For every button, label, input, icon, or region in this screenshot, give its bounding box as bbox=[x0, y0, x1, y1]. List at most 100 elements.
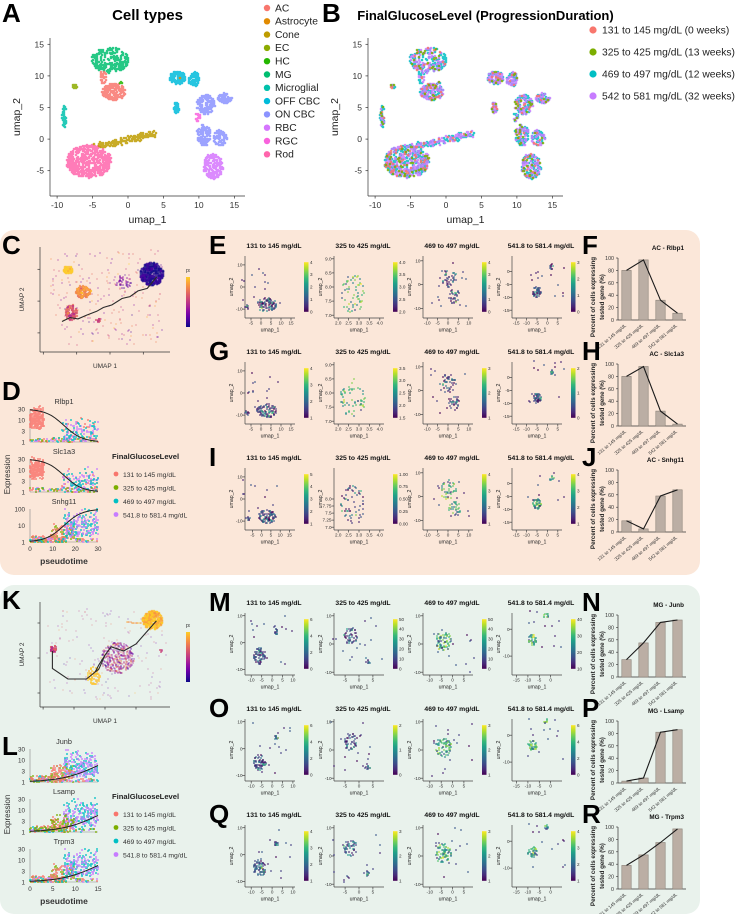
svg-text:-5: -5 bbox=[439, 784, 444, 789]
svg-text:0.00: 0.00 bbox=[399, 521, 408, 526]
svg-text:Junb: Junb bbox=[56, 737, 72, 746]
svg-text:469 to 497 mg/dL: 469 to 497 mg/dL bbox=[424, 706, 479, 713]
svg-text:325 to 425 mg/dL: 325 to 425 mg/dL bbox=[123, 826, 176, 833]
svg-text:325 to 425 mg/dL (13 weeks): 325 to 425 mg/dL (13 weeks) bbox=[602, 48, 735, 59]
svg-text:-15: -15 bbox=[513, 427, 520, 432]
svg-text:umap_2: umap_2 bbox=[496, 741, 502, 760]
svg-text:2: 2 bbox=[310, 509, 313, 514]
svg-text:umap_1: umap_1 bbox=[439, 685, 458, 691]
svg-text:15: 15 bbox=[288, 427, 294, 432]
svg-text:pseudotime: pseudotime bbox=[186, 623, 190, 629]
svg-text:1: 1 bbox=[488, 297, 491, 302]
svg-text:10: 10 bbox=[512, 200, 522, 210]
svg-text:10: 10 bbox=[415, 470, 421, 475]
svg-text:umap_2: umap_2 bbox=[229, 278, 235, 297]
svg-text:1: 1 bbox=[21, 830, 25, 837]
svg-text:131 to 145 mg/dL: 131 to 145 mg/dL bbox=[246, 455, 301, 462]
svg-text:10: 10 bbox=[237, 719, 243, 724]
svg-text:-10: -10 bbox=[503, 507, 510, 512]
svg-text:0: 0 bbox=[271, 890, 274, 895]
svg-text:3: 3 bbox=[21, 479, 25, 486]
svg-text:1: 1 bbox=[310, 521, 313, 526]
svg-text:325 to 425 mg/dL: 325 to 425 mg/dL bbox=[335, 600, 390, 607]
svg-text:469 to 497 mg/dL: 469 to 497 mg/dL bbox=[123, 839, 176, 846]
svg-text:-5: -5 bbox=[343, 890, 348, 895]
svg-text:-10: -10 bbox=[426, 890, 433, 895]
svg-text:pseudotime: pseudotime bbox=[186, 268, 190, 274]
svg-text:umap_1: umap_1 bbox=[350, 434, 369, 440]
svg-text:-10: -10 bbox=[503, 295, 510, 300]
svg-text:-5: -5 bbox=[436, 427, 441, 432]
svg-text:3.5: 3.5 bbox=[399, 272, 406, 277]
svg-text:EC: EC bbox=[275, 43, 290, 54]
svg-text:Slc1a3: Slc1a3 bbox=[53, 447, 75, 456]
svg-text:3: 3 bbox=[310, 382, 313, 387]
svg-text:-10: -10 bbox=[424, 427, 431, 432]
svg-text:10: 10 bbox=[326, 825, 332, 830]
svg-text:131 to 145 mg/dL: 131 to 145 mg/dL bbox=[123, 472, 176, 479]
svg-text:0: 0 bbox=[507, 839, 510, 844]
svg-text:5: 5 bbox=[457, 321, 460, 326]
svg-text:-10: -10 bbox=[369, 200, 382, 210]
svg-text:0: 0 bbox=[126, 200, 131, 210]
svg-text:-5: -5 bbox=[439, 890, 444, 895]
svg-text:3: 3 bbox=[488, 488, 491, 493]
svg-text:umap_1: umap_1 bbox=[439, 434, 458, 440]
svg-text:umap_2: umap_2 bbox=[229, 384, 235, 403]
svg-text:2: 2 bbox=[488, 854, 491, 859]
svg-text:0: 0 bbox=[329, 748, 332, 753]
svg-text:469 to 497 mg/dL (12 weeks): 469 to 497 mg/dL (12 weeks) bbox=[602, 70, 735, 81]
svg-text:30: 30 bbox=[18, 797, 26, 804]
svg-text:umap_1: umap_1 bbox=[350, 328, 369, 334]
svg-text:umap_1: umap_1 bbox=[528, 328, 547, 334]
svg-text:0: 0 bbox=[611, 675, 614, 681]
svg-text:469 to 497 mg/dL: 469 to 497 mg/dL bbox=[424, 349, 479, 356]
svg-text:-5: -5 bbox=[537, 678, 542, 683]
svg-text:Percent of cells expressing: Percent of cells expressing bbox=[590, 826, 597, 906]
svg-text:3.0: 3.0 bbox=[356, 321, 363, 326]
svg-text:3.5: 3.5 bbox=[366, 427, 373, 432]
svg-text:umap_2: umap_2 bbox=[407, 384, 413, 403]
svg-text:FinalGlucoseLevel (Progression: FinalGlucoseLevel (ProgressionDuration) bbox=[357, 8, 613, 23]
svg-text:131 to 145 mg/dL: 131 to 145 mg/dL bbox=[246, 706, 301, 713]
svg-text:7.5: 7.5 bbox=[325, 405, 332, 410]
svg-text:131 to 145 mg/dL: 131 to 145 mg/dL bbox=[597, 535, 628, 562]
svg-text:2: 2 bbox=[310, 285, 313, 290]
svg-text:Percent of cells expressing: Percent of cells expressing bbox=[590, 469, 597, 549]
svg-text:100: 100 bbox=[605, 468, 614, 474]
svg-text:30: 30 bbox=[18, 407, 26, 414]
svg-text:0: 0 bbox=[507, 733, 510, 738]
svg-text:10: 10 bbox=[35, 71, 45, 81]
svg-text:20: 20 bbox=[608, 306, 614, 312]
svg-text:-5: -5 bbox=[535, 427, 540, 432]
svg-text:pseudotime: pseudotime bbox=[40, 556, 88, 566]
svg-text:RBC: RBC bbox=[275, 123, 297, 134]
svg-text:2: 2 bbox=[399, 723, 402, 728]
svg-text:umap_2: umap_2 bbox=[496, 490, 502, 509]
svg-text:-10: -10 bbox=[523, 321, 530, 326]
svg-text:1: 1 bbox=[488, 415, 491, 420]
svg-text:0: 0 bbox=[549, 678, 552, 683]
svg-text:469 to 497 mg/dL: 469 to 497 mg/dL bbox=[424, 812, 479, 819]
svg-text:325 to 425 mg/dL: 325 to 425 mg/dL bbox=[335, 706, 390, 713]
svg-text:8.0: 8.0 bbox=[325, 497, 332, 502]
svg-text:Cell types: Cell types bbox=[112, 7, 183, 24]
svg-text:0: 0 bbox=[507, 269, 510, 274]
svg-text:MG - Junb: MG - Junb bbox=[653, 602, 684, 609]
svg-text:1.5: 1.5 bbox=[399, 415, 406, 420]
svg-text:131 to 145 mg/dL (0 weeks): 131 to 145 mg/dL (0 weeks) bbox=[602, 26, 729, 37]
svg-text:40: 40 bbox=[608, 650, 614, 656]
svg-text:3.0: 3.0 bbox=[356, 427, 363, 432]
svg-text:umap_1: umap_1 bbox=[261, 328, 280, 334]
svg-text:10: 10 bbox=[326, 613, 332, 618]
svg-text:-5: -5 bbox=[36, 166, 44, 176]
svg-text:5: 5 bbox=[463, 890, 466, 895]
svg-text:-15: -15 bbox=[513, 678, 520, 683]
svg-text:umap_2: umap_2 bbox=[318, 384, 324, 403]
svg-text:0.75: 0.75 bbox=[399, 484, 408, 489]
svg-text:3: 3 bbox=[399, 829, 402, 834]
svg-text:-10: -10 bbox=[503, 401, 510, 406]
svg-text:4.0: 4.0 bbox=[377, 533, 384, 538]
svg-text:5: 5 bbox=[372, 784, 375, 789]
svg-text:UMAP 1: UMAP 1 bbox=[93, 363, 117, 370]
